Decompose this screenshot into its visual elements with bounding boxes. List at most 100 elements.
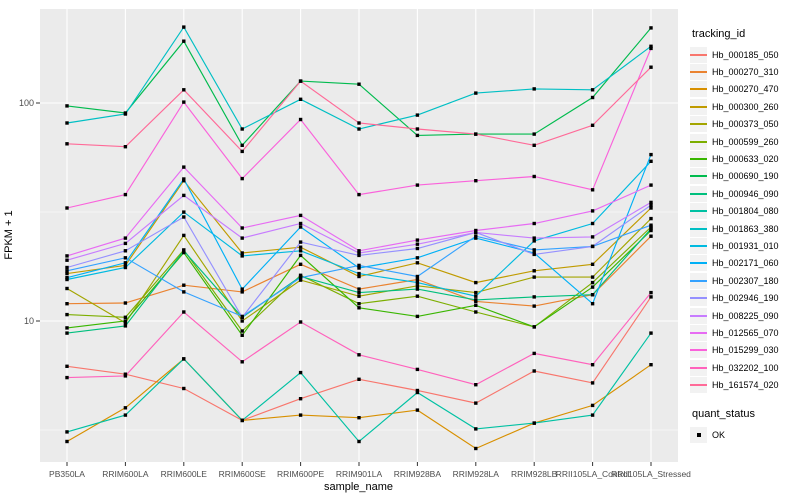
legend-key [690,151,707,168]
data-point [649,223,653,227]
legend-line-swatch [690,297,707,300]
data-point [357,416,361,420]
data-point [357,266,361,270]
data-point [65,142,69,146]
data-point [590,280,595,285]
data-point [240,236,244,240]
data-point [590,381,595,385]
data-point [532,295,536,299]
data-point [298,225,303,229]
legend-key [690,220,707,237]
data-point [474,303,478,307]
data-point [298,221,303,226]
data-point [415,294,420,298]
legend-item: Hb_000373_050 [690,116,800,133]
data-point [123,241,128,246]
x-tick-label: RRIM901LA [336,469,383,479]
data-point [298,117,303,122]
data-point [298,278,303,282]
data-point [298,262,303,266]
legend-line-swatch [690,244,707,247]
legend-key [690,46,707,63]
legend-key [690,185,707,202]
legend-key [690,81,707,98]
data-point [532,269,536,273]
data-point [474,280,478,285]
data-point [123,324,128,328]
data-point [415,113,420,117]
legend-label: Hb_002171_060 [712,258,779,269]
legend-key [690,133,707,150]
legend-label: Hb_000185_050 [712,49,779,60]
legend-key [690,324,707,341]
data-point [415,390,420,395]
legend-item: Hb_008225_090 [690,307,800,324]
data-point [590,188,595,192]
data-point [182,215,186,219]
data-point [590,95,595,100]
data-point [240,333,244,337]
data-point [590,88,595,92]
data-point [474,401,478,405]
legend-item: Hb_002171_060 [690,255,800,272]
data-point [240,226,244,230]
data-point [532,143,536,147]
legend-item: Hb_001931_010 [690,237,800,254]
data-point [240,315,244,319]
legend-label: Hb_000300_260 [712,101,779,112]
data-point [649,234,653,238]
legend-title-quant-status: quant_status [692,407,755,420]
data-point [532,252,536,257]
data-point [649,46,653,51]
data-point [240,143,244,147]
legend-item: Hb_000270_310 [690,63,800,81]
data-point [649,216,653,221]
data-point [65,121,69,125]
data-point [415,314,420,319]
legend-key [690,342,707,359]
data-point [532,87,536,91]
data-point [65,254,69,258]
legend-label: Hb_002946_190 [712,293,779,304]
data-point [240,254,244,258]
data-point [123,145,128,149]
legend-label: Hb_000599_260 [712,136,779,147]
legend-item: Hb_000300_260 [690,98,800,115]
legend-item: Hb_012565_070 [690,324,800,341]
data-point [65,312,69,317]
data-point [649,44,653,48]
legend-items: Hb_000185_050 Hb_000270_310 Hb_000270_470 H… [690,46,800,394]
legend-key [690,98,707,115]
data-point [474,294,478,298]
data-point [649,200,653,205]
legend-point-swatch [696,432,701,437]
data-point [65,326,69,330]
data-point [532,236,536,240]
legend-label: OK [712,429,726,440]
data-point [65,375,69,380]
legend-key [690,272,707,289]
data-point [182,250,186,255]
data-point [532,248,536,252]
data-point [649,152,653,157]
legend-label: Hb_161574_020 [712,380,779,391]
legend-line-swatch [690,384,707,387]
legend-label: Hb_001931_010 [712,240,779,251]
data-point [65,277,69,282]
legend-item: Hb_015299_030 [690,342,800,359]
data-point [474,234,478,238]
data-point [590,235,595,239]
data-point [123,249,128,253]
legend-item: Hb_001804_080 [690,203,800,220]
legend-label: Hb_001863_380 [712,223,779,234]
data-point [649,363,653,367]
data-point [590,293,595,297]
legend-line-swatch [690,192,707,195]
data-point [474,179,478,183]
data-point [590,413,595,417]
data-point [415,408,420,412]
data-point [182,39,186,43]
data-point [240,287,244,291]
data-point [357,249,361,253]
